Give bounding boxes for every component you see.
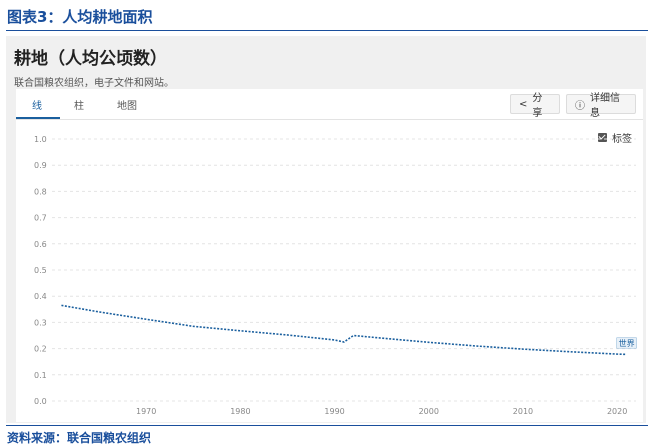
series-label-box xyxy=(616,337,637,349)
share-button[interactable]: < 分享 xyxy=(510,93,560,119)
y-tick-label: 0.4 xyxy=(34,292,47,301)
label-checkbox[interactable] xyxy=(598,133,607,142)
y-tick-label: 0.2 xyxy=(34,345,47,354)
x-tick-label: 2020 xyxy=(607,407,627,416)
y-tick-label: 0.1 xyxy=(34,371,47,380)
x-tick-label: 1980 xyxy=(230,407,250,416)
series-label: 世界 xyxy=(619,338,635,348)
details-label: 详细信息 xyxy=(590,93,620,119)
figure-source: 资料来源：联合国粮农组织 xyxy=(7,431,152,445)
share-label: 分享 xyxy=(532,93,543,119)
x-tick-label: 2000 xyxy=(419,407,439,416)
y-tick-label: 0.6 xyxy=(34,240,47,249)
panel-subtitle: 联合国粮农组织，电子文件和网站。 xyxy=(14,78,174,89)
y-tick-label: 0.3 xyxy=(34,318,47,327)
panel-title: 耕地（人均公顷数） xyxy=(14,49,167,69)
y-tick-label: 0.7 xyxy=(34,214,47,223)
source-rule xyxy=(6,425,648,426)
tab-map[interactable]: 地图 xyxy=(117,101,137,112)
y-tick-label: 0.0 xyxy=(34,397,47,406)
y-tick-label: 0.9 xyxy=(34,161,47,170)
share-icon: < xyxy=(519,98,528,110)
y-tick-label: 0.8 xyxy=(34,187,47,196)
chart-tabs: 线 柱 地图 < 分享 ⓘ 详细信息 xyxy=(16,89,643,120)
y-tick-label: 1.0 xyxy=(34,135,47,144)
x-tick-label: 1970 xyxy=(136,407,156,416)
x-tick-label: 2010 xyxy=(513,407,533,416)
line-chart: 0.0 0.1 0.2 0.3 0.4 0.5 0.6 0.7 0.8 0.9 1.0 1970 198… xyxy=(34,135,637,416)
y-tick-label: 0.5 xyxy=(34,266,47,275)
info-icon: ⓘ xyxy=(575,100,585,112)
chart-card: 线 柱 地图 < 分享 ⓘ 详细信息 标签 0.0 0.1 0.2 0.3 0.4 0.5… xyxy=(16,89,643,422)
figure-title: 图表3：人均耕地面积 xyxy=(7,8,153,26)
x-tick-label: 1990 xyxy=(324,407,344,416)
series-line xyxy=(61,304,627,356)
tab-line[interactable]: 线 xyxy=(32,101,42,112)
title-rule xyxy=(6,30,648,31)
chart-panel: 耕地（人均公顷数） 联合国粮农组织，电子文件和网站。 线 柱 地图 < 分享 ⓘ… xyxy=(6,36,646,423)
active-tab-indicator xyxy=(16,117,60,119)
details-button[interactable]: ⓘ 详细信息 xyxy=(566,93,636,119)
tab-bar[interactable]: 柱 xyxy=(74,101,84,112)
